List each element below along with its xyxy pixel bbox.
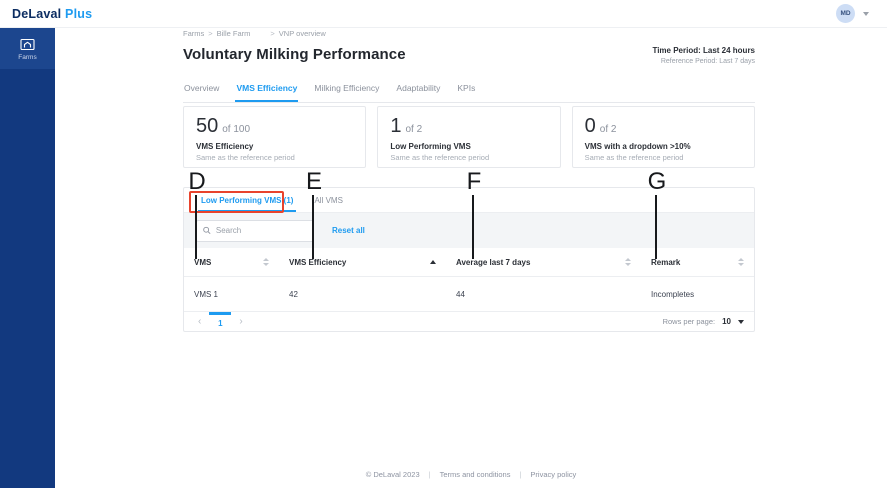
card-vms-dropdown: 0 of 2 VMS with a dropdown >10% Same as … — [571, 106, 755, 168]
column-header-average-last-7-days[interactable]: Average last 7 days — [446, 258, 641, 267]
cell-average: 44 — [456, 289, 465, 299]
sort-ascending-icon — [430, 260, 436, 264]
sort-icon — [625, 258, 631, 266]
annotation-letter-g: G — [647, 168, 667, 195]
breadcrumb: Farms > Bille Farm > VNP overview — [183, 29, 326, 38]
search-icon — [203, 226, 211, 235]
tab-low-performing-vms[interactable]: Low Performing VMS (1) — [198, 196, 297, 212]
stat-cards: 50 of 100 VMS Efficiency Same as the ref… — [183, 106, 755, 168]
logo-accent-text: Plus — [65, 7, 93, 21]
annotation-line-f — [472, 195, 474, 259]
column-header-remark[interactable]: Remark — [641, 258, 754, 267]
pagination: ‹ 1 › — [194, 312, 247, 331]
column-label: VMS — [194, 257, 212, 267]
footer-divider: | — [428, 470, 431, 479]
pagination-row: ‹ 1 › Rows per page: 10 — [184, 312, 754, 331]
breadcrumb-separator: > — [208, 29, 213, 38]
page-1-button[interactable]: 1 — [209, 312, 232, 331]
rows-per-page-value[interactable]: 10 — [722, 317, 731, 326]
chevron-down-icon[interactable] — [738, 319, 744, 324]
breadcrumb-vnp-overview: VNP overview — [278, 29, 326, 38]
table-row[interactable]: VMS 1 42 44 Incompletes — [184, 277, 754, 312]
user-menu[interactable]: MD — [836, 4, 869, 23]
avatar[interactable]: MD — [836, 4, 855, 23]
cell-remark: Incompletes — [651, 289, 695, 299]
card-value: 50 — [196, 115, 219, 137]
previous-page-button[interactable]: ‹ — [198, 315, 202, 327]
card-of: of 2 — [599, 124, 617, 135]
next-page-button[interactable]: › — [239, 315, 243, 327]
column-header-vms-efficiency[interactable]: VMS Efficiency — [279, 258, 446, 267]
footer: © DeLaval 2023 | Terms and conditions | … — [55, 470, 887, 479]
tab-vms-efficiency[interactable]: VMS Efficiency — [235, 79, 299, 102]
card-label: Low Performing VMS — [390, 142, 471, 151]
page-tabs: Overview VMS Efficiency Milking Efficien… — [183, 79, 755, 103]
tab-milking-efficiency[interactable]: Milking Efficiency — [314, 83, 380, 93]
period-block: Time Period: Last 24 hours Reference Per… — [652, 46, 755, 65]
card-subtext: Same as the reference period — [390, 153, 490, 162]
sidebar-item-label: Farms — [18, 54, 37, 61]
card-value: 1 — [390, 115, 402, 137]
annotation-letter-d: D — [188, 168, 206, 195]
delaval-plus-logo[interactable]: DeLaval Plus — [12, 7, 92, 21]
annotation-line-g — [655, 195, 657, 259]
column-label: Average last 7 days — [456, 257, 531, 267]
rows-per-page: Rows per page: 10 — [663, 312, 744, 331]
top-header: DeLaval Plus MD — [0, 0, 887, 28]
column-header-vms[interactable]: VMS — [184, 258, 279, 267]
card-vms-efficiency: 50 of 100 VMS Efficiency Same as the ref… — [183, 106, 367, 168]
table-filter-row: Reset all — [184, 213, 754, 248]
cell-efficiency: 42 — [289, 289, 298, 299]
cell-vms: VMS 1 — [194, 289, 219, 299]
copyright-text: © DeLaval 2023 — [365, 470, 420, 479]
annotation-letter-f: F — [466, 168, 482, 195]
terms-link[interactable]: Terms and conditions — [439, 470, 511, 479]
tab-all-vms[interactable]: All VMS — [314, 196, 343, 205]
card-subtext: Same as the reference period — [584, 153, 684, 162]
column-label: Remark — [651, 257, 681, 267]
search-input[interactable] — [215, 226, 307, 235]
tab-kpis[interactable]: KPIs — [457, 83, 476, 93]
card-label: VMS Efficiency — [196, 142, 254, 151]
breadcrumb-separator: > — [270, 29, 275, 38]
privacy-link[interactable]: Privacy policy — [530, 470, 577, 479]
card-low-performing-vms: 1 of 2 Low Performing VMS Same as the re… — [377, 106, 561, 168]
sidebar-item-farms[interactable]: Farms — [0, 28, 55, 69]
sort-icon — [738, 258, 744, 266]
card-subtext: Same as the reference period — [196, 153, 295, 162]
logo-brand-text: DeLaval — [12, 7, 62, 21]
annotation-line-d — [195, 195, 197, 259]
reference-period-label: Reference Period: Last 7 days — [660, 58, 755, 65]
rows-per-page-label: Rows per page: — [662, 317, 716, 326]
card-value: 0 — [584, 115, 596, 137]
reset-all-button[interactable]: Reset all — [332, 226, 365, 235]
sidebar: Farms — [0, 28, 55, 488]
search-box[interactable] — [196, 219, 314, 242]
tab-overview[interactable]: Overview — [184, 83, 220, 93]
sort-icon — [263, 258, 269, 266]
breadcrumb-bille-farm[interactable]: Bille Farm — [216, 29, 251, 38]
breadcrumb-farms[interactable]: Farms — [183, 29, 205, 38]
chevron-down-icon[interactable] — [863, 11, 869, 16]
tab-adaptability[interactable]: Adaptability — [396, 83, 441, 93]
card-of: of 100 — [222, 124, 251, 135]
footer-divider: | — [519, 470, 522, 479]
vms-table-card: Low Performing VMS (1) All VMS Reset all… — [183, 187, 755, 332]
time-period-label: Time Period: Last 24 hours — [652, 46, 755, 55]
annotation-letter-e: E — [305, 168, 323, 195]
table-header-row: VMS VMS Efficiency Average last 7 days R… — [184, 248, 754, 277]
card-label: VMS with a dropdown >10% — [584, 142, 691, 151]
page-title: Voluntary Milking Performance — [183, 46, 406, 63]
card-of: of 2 — [405, 124, 423, 135]
annotation-line-e — [312, 195, 314, 259]
farms-icon — [20, 38, 35, 51]
column-label: VMS Efficiency — [289, 257, 347, 267]
